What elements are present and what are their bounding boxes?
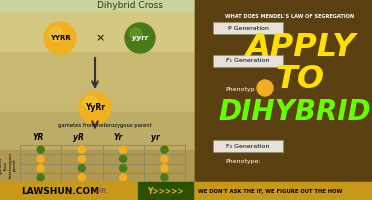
Bar xyxy=(0,52,200,112)
Circle shape xyxy=(125,23,155,53)
Text: WHAT DOES MENDEL'S LAW OF SEGREGATION: WHAT DOES MENDEL'S LAW OF SEGREGATION xyxy=(225,15,355,20)
Text: yyrr: yyrr xyxy=(132,35,148,41)
Bar xyxy=(0,182,372,200)
Circle shape xyxy=(257,80,273,96)
Circle shape xyxy=(120,165,126,172)
Text: Phenotyp: Phenotyp xyxy=(225,88,254,92)
Circle shape xyxy=(37,146,44,153)
Text: DIHYBRID: DIHYBRID xyxy=(219,98,371,126)
Bar xyxy=(0,112,200,150)
Text: F₁ Generation: F₁ Generation xyxy=(226,58,270,64)
Circle shape xyxy=(49,27,63,41)
Circle shape xyxy=(78,155,86,162)
Circle shape xyxy=(78,146,86,153)
Circle shape xyxy=(78,174,86,181)
Text: TO: TO xyxy=(275,64,324,96)
Circle shape xyxy=(120,155,126,162)
Text: Dihybrid Cross: Dihybrid Cross xyxy=(97,1,163,10)
Text: RR: RR xyxy=(97,188,108,194)
Circle shape xyxy=(161,174,168,181)
Bar xyxy=(0,12,200,52)
Text: APPLY: APPLY xyxy=(245,32,355,64)
FancyBboxPatch shape xyxy=(213,140,283,152)
Text: YyRr: YyRr xyxy=(85,104,105,112)
Text: F₂ Generation: F₂ Generation xyxy=(226,144,270,148)
Text: Phenotype:: Phenotype: xyxy=(225,160,261,164)
Polygon shape xyxy=(195,0,372,182)
Circle shape xyxy=(161,155,168,162)
Circle shape xyxy=(84,96,98,110)
FancyBboxPatch shape xyxy=(213,22,283,34)
Text: gametes from heterozygous parent: gametes from heterozygous parent xyxy=(58,122,152,128)
Circle shape xyxy=(161,146,168,153)
Text: Y>>>>>: Y>>>>> xyxy=(147,186,183,196)
Bar xyxy=(0,150,200,182)
Circle shape xyxy=(37,174,44,181)
Circle shape xyxy=(37,165,44,172)
Text: Yr: Yr xyxy=(113,132,123,142)
Bar xyxy=(0,0,200,12)
Circle shape xyxy=(79,92,111,124)
Circle shape xyxy=(44,22,76,54)
Text: LAWSHUN.COM: LAWSHUN.COM xyxy=(21,186,99,196)
Circle shape xyxy=(120,146,126,153)
Text: yr: yr xyxy=(151,132,159,142)
Circle shape xyxy=(130,28,142,40)
Text: gametes
from
heterozygous
parent: gametes from heterozygous parent xyxy=(0,152,17,178)
Text: ×: × xyxy=(95,33,105,43)
Bar xyxy=(195,0,372,182)
Text: yR: yR xyxy=(73,132,83,142)
Text: P Generation: P Generation xyxy=(228,25,269,30)
Text: WE DON'T ASK THE IF, WE FIGURE OUT THE HOW: WE DON'T ASK THE IF, WE FIGURE OUT THE H… xyxy=(198,188,342,194)
Bar xyxy=(138,182,193,200)
Text: YYRR: YYRR xyxy=(49,35,70,41)
FancyBboxPatch shape xyxy=(213,55,283,67)
Circle shape xyxy=(120,174,126,181)
Circle shape xyxy=(37,155,44,162)
Circle shape xyxy=(161,165,168,172)
Circle shape xyxy=(78,165,86,172)
Text: YR: YR xyxy=(32,132,44,142)
